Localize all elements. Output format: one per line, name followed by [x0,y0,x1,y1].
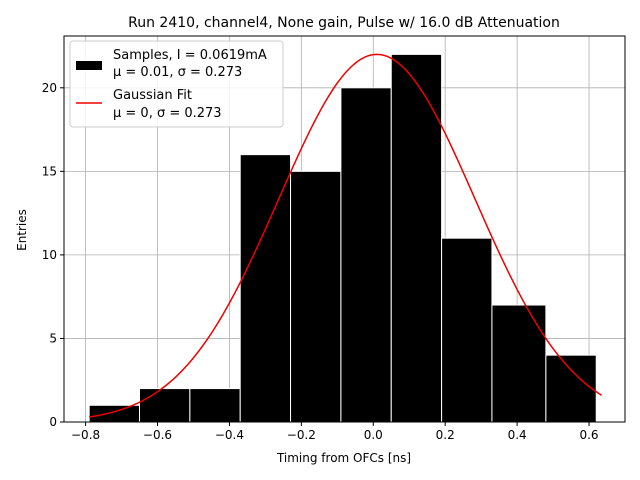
y-tick-label: 0 [49,415,57,429]
legend-samples-label: Samples, I = 0.0619mA [113,48,267,63]
chart-title: Run 2410, channel4, None gain, Pulse w/ … [128,15,560,31]
x-axis-label: Timing from OFCs [ns] [276,451,411,465]
legend-box [69,40,284,128]
y-tick-label: 15 [42,164,57,178]
legend-samples-stats: μ = 0.01, σ = 0.273 [113,65,242,80]
y-tick-label: 20 [42,81,57,95]
histogram-bar [290,170,342,423]
plot-frame [63,35,626,423]
x-tick-label: −0.6 [143,428,172,442]
histogram-bar [491,304,547,423]
histogram-bars [88,53,597,423]
y-tick-label: 10 [42,248,57,262]
gaussian-fit-curve [89,53,603,418]
legend-samples-patch [76,61,102,70]
legend-fit-label: Gaussian Fit [113,88,192,103]
y-axis-label: Entries [15,209,29,251]
x-tick-label: −0.4 [215,428,244,442]
axis-ticks: −0.8 −0.6 −0.4 −0.2 0.0 0.2 0.4 0.6 0 5 10 15 20 [42,81,599,442]
histogram-bar [340,87,392,423]
histogram-bar [441,237,493,423]
x-tick-label: 0.2 [436,428,455,442]
histogram-bar [390,53,443,423]
histogram-bar [88,404,141,423]
x-tick-label: −0.8 [71,428,100,442]
legend-fit-stats: μ = 0, σ = 0.273 [113,106,222,121]
x-tick-label: 0.6 [579,428,598,442]
legend: Samples, I = 0.0619mA μ = 0.01, σ = 0.27… [69,40,284,128]
histogram-bar [139,388,191,423]
histogram-bar [239,154,292,423]
x-tick-label: 0.4 [508,428,527,442]
histogram-bar [545,354,597,423]
histogram-bar [189,388,241,423]
y-tick-label: 5 [49,331,57,345]
x-tick-label: −0.2 [287,428,316,442]
x-tick-label: 0.0 [364,428,383,442]
